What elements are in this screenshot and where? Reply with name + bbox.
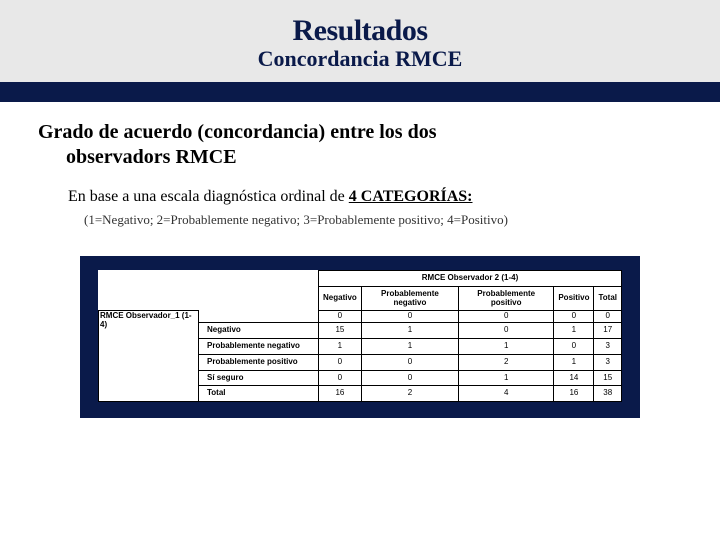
concordance-table: RMCE Observador 2 (1-4) Negativo Probabl… <box>98 270 622 402</box>
cell: 0 <box>319 354 362 370</box>
cell: 0 <box>361 354 458 370</box>
cell: 3 <box>594 354 622 370</box>
legend: (1=Negativo; 2=Probablemente negativo; 3… <box>38 212 682 228</box>
col-prob-pos: Probablemente positivo <box>459 286 554 311</box>
cell: 1 <box>361 338 458 354</box>
cell: 1 <box>554 354 594 370</box>
page-title: Resultados <box>0 14 720 48</box>
header-band: Resultados Concordancia RMCE <box>0 0 720 82</box>
col-total: Total <box>594 286 622 311</box>
cell: 1 <box>319 338 362 354</box>
spacer-cell <box>199 311 319 323</box>
cell: 0 <box>319 370 362 386</box>
cell: 2 <box>459 354 554 370</box>
row-label: Total <box>199 386 319 402</box>
blue-band <box>0 82 720 102</box>
cell: 38 <box>594 386 622 402</box>
escala-underline: 4 CATEGORÍAS: <box>349 188 473 205</box>
spacer-cell <box>99 271 319 287</box>
col-positivo: Positivo <box>554 286 594 311</box>
left-header: RMCE Observador_1 (1-4) <box>99 311 199 402</box>
cell: 0 <box>361 370 458 386</box>
col-negativo: Negativo <box>319 286 362 311</box>
top-header: RMCE Observador 2 (1-4) <box>319 271 622 287</box>
cell: 0 <box>554 338 594 354</box>
cell: 15 <box>594 370 622 386</box>
cell: 14 <box>554 370 594 386</box>
cell: 3 <box>594 338 622 354</box>
cell: 1 <box>459 338 554 354</box>
page-subtitle: Concordancia RMCE <box>0 46 720 72</box>
subhead: Grado de acuerdo (concordancia) entre lo… <box>38 120 682 170</box>
cell: 0 <box>459 311 554 323</box>
subhead-line1: Grado de acuerdo (concordancia) entre lo… <box>38 121 437 143</box>
cell: 2 <box>361 386 458 402</box>
cell: 0 <box>459 323 554 339</box>
cell: 1 <box>554 323 594 339</box>
table-header-row-1: RMCE Observador 2 (1-4) <box>99 271 622 287</box>
content: Grado de acuerdo (concordancia) entre lo… <box>0 106 720 418</box>
escala-text: En base a una escala diagnóstica ordinal… <box>38 188 682 206</box>
cell: 1 <box>459 370 554 386</box>
cell: 17 <box>594 323 622 339</box>
cell: 0 <box>361 311 458 323</box>
row-label: Sí seguro <box>199 370 319 386</box>
cell: 16 <box>319 386 362 402</box>
cell: 4 <box>459 386 554 402</box>
table-wrap: RMCE Observador 2 (1-4) Negativo Probabl… <box>80 256 640 418</box>
super-row: RMCE Observador_1 (1-4) 0 0 0 0 0 <box>99 311 622 323</box>
cell: 16 <box>554 386 594 402</box>
cell: 15 <box>319 323 362 339</box>
cell: 0 <box>319 311 362 323</box>
cell: 1 <box>361 323 458 339</box>
cell: 0 <box>554 311 594 323</box>
escala-pre: En base a una escala diagnóstica ordinal… <box>68 188 349 205</box>
subhead-line2: observadors RMCE <box>38 145 682 170</box>
spacer-cell <box>99 286 319 311</box>
row-label: Probablemente negativo <box>199 338 319 354</box>
row-label: Probablemente positivo <box>199 354 319 370</box>
cell: 0 <box>594 311 622 323</box>
table-header-row-2: Negativo Probablemente negativo Probable… <box>99 286 622 311</box>
row-label: Negativo <box>199 323 319 339</box>
col-prob-neg: Probablemente negativo <box>361 286 458 311</box>
